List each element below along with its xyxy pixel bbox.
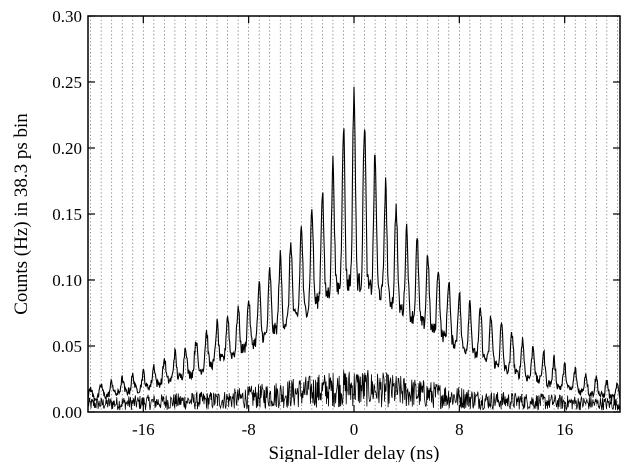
x-tick-label: -8 — [242, 420, 256, 439]
y-tick-label: 0.25 — [52, 73, 82, 92]
plot-frame — [87, 15, 621, 413]
y-tick-label: 0.30 — [52, 7, 82, 26]
coincidence-trace — [87, 86, 621, 402]
x-axis-label: Signal-Idler delay (ns) — [269, 443, 440, 462]
y-axis-label: Counts (Hz) in 38.3 ps bin — [11, 113, 32, 315]
data-traces — [87, 86, 621, 411]
x-tick-label: 8 — [455, 420, 464, 439]
grid-lines — [90, 16, 618, 412]
y-tick-label: 0.15 — [52, 205, 82, 224]
y-tick-label: 0.10 — [52, 271, 82, 290]
y-tick-label: 0.20 — [52, 139, 82, 158]
x-tick-label: 16 — [556, 420, 573, 439]
background-trace — [87, 369, 620, 411]
x-tick-label: 0 — [350, 420, 359, 439]
y-tick-label: 0.00 — [52, 403, 82, 422]
x-tick-label: -16 — [132, 420, 155, 439]
axis-ticks: -16 -8 0 8 16 0.00 0.05 0.10 0.15 0.20 0.25 0.30 — [52, 7, 620, 439]
y-tick-label: 0.05 — [52, 337, 82, 356]
